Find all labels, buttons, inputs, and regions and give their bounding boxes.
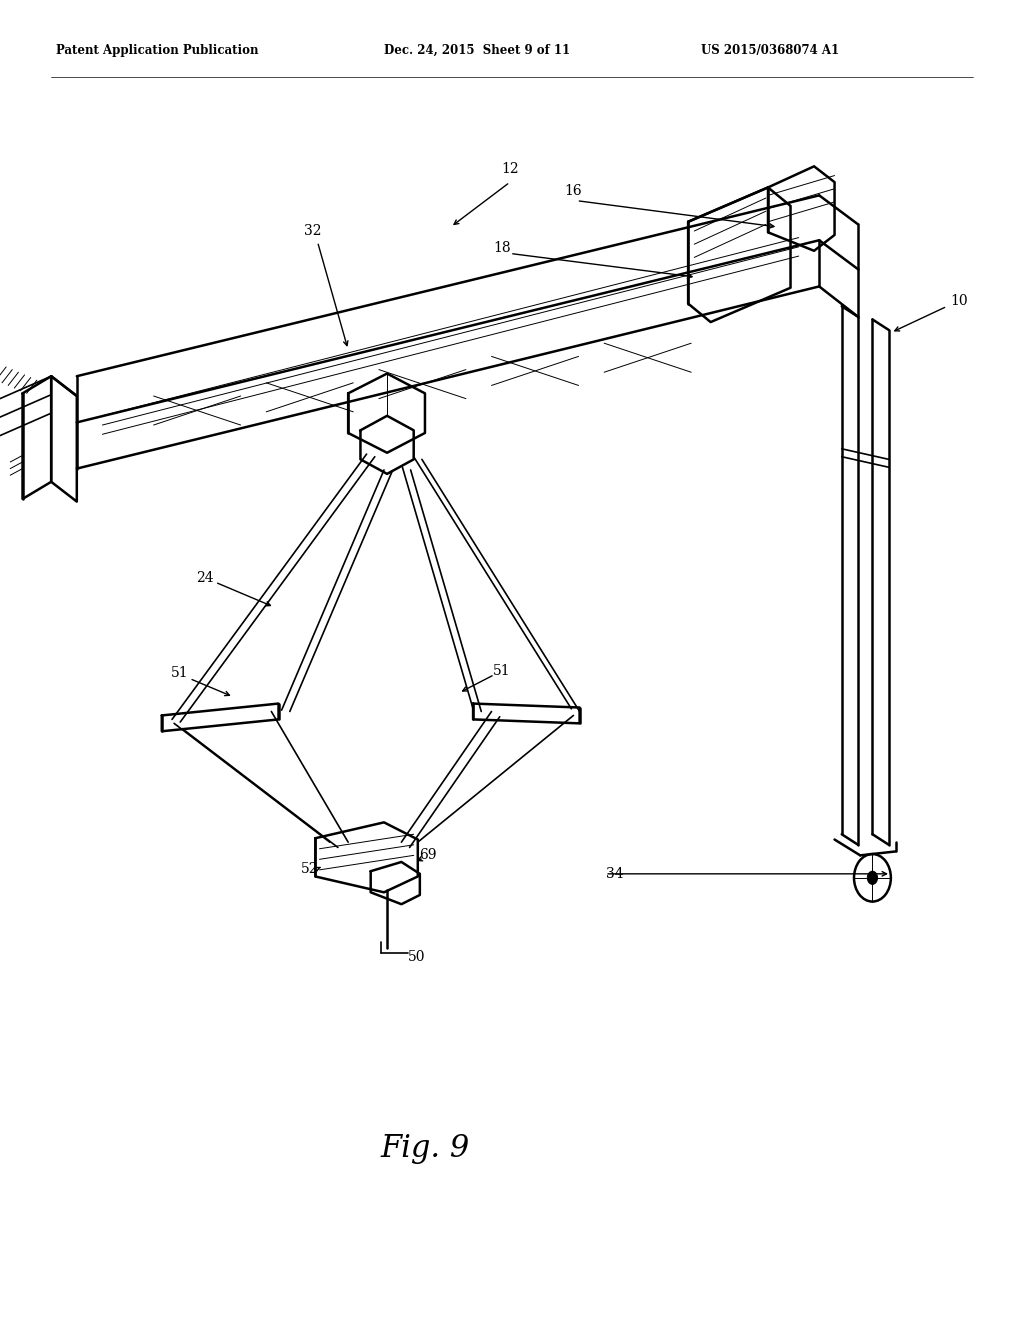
Text: 24: 24: [196, 572, 214, 585]
Text: 50: 50: [408, 950, 425, 964]
Text: 51: 51: [170, 667, 188, 680]
Text: 69: 69: [419, 849, 437, 862]
Text: Dec. 24, 2015  Sheet 9 of 11: Dec. 24, 2015 Sheet 9 of 11: [384, 44, 570, 57]
Text: 32: 32: [303, 224, 322, 238]
Circle shape: [867, 871, 878, 884]
Text: 34: 34: [606, 867, 624, 880]
Text: Fig. 9: Fig. 9: [380, 1133, 470, 1164]
Text: 18: 18: [493, 242, 511, 255]
Text: Patent Application Publication: Patent Application Publication: [56, 44, 259, 57]
Text: 51: 51: [493, 664, 511, 677]
Text: 16: 16: [564, 185, 583, 198]
Text: 12: 12: [501, 162, 519, 176]
Text: US 2015/0368074 A1: US 2015/0368074 A1: [701, 44, 840, 57]
Text: 52: 52: [300, 862, 318, 875]
Text: 10: 10: [950, 294, 968, 308]
